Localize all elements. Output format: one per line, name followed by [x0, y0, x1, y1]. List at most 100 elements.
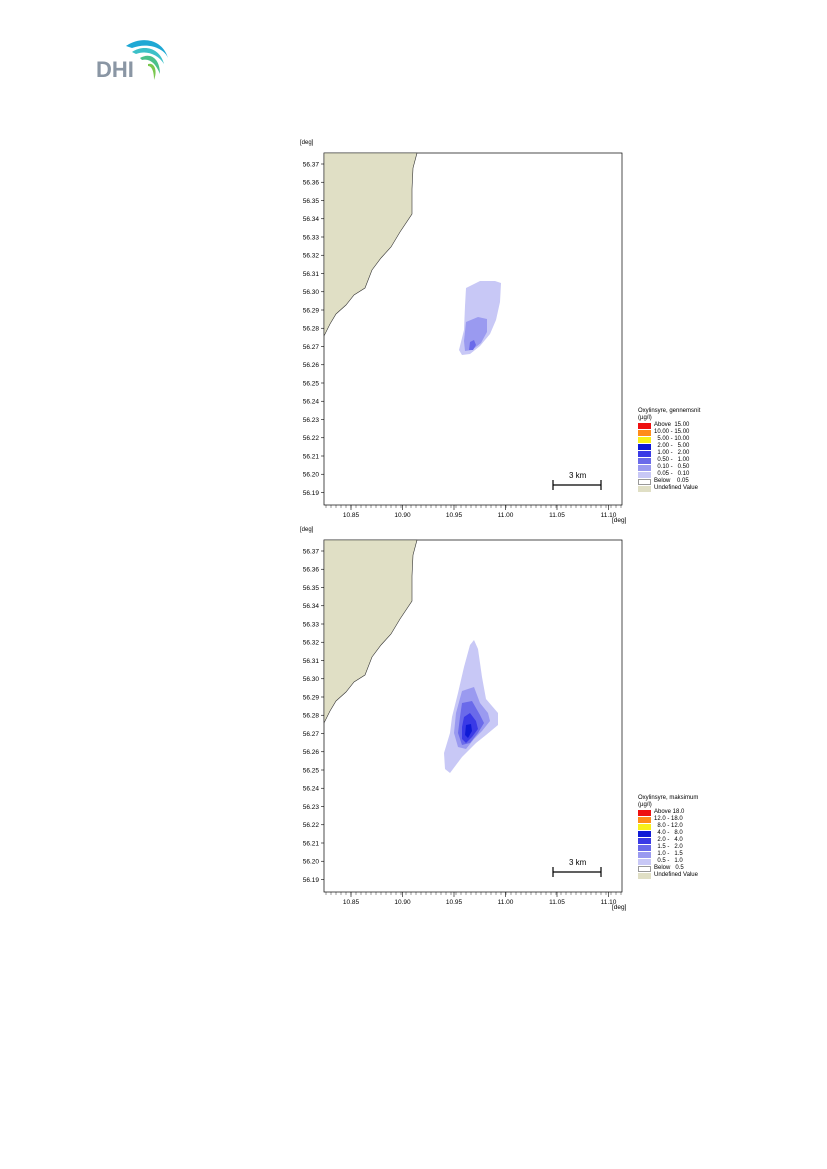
y-tick-label: 56.24 — [303, 399, 320, 406]
x-tick-label: 11.05 — [549, 512, 565, 519]
legend-swatch — [638, 430, 651, 436]
legend-label: Above 15.00 — [654, 422, 690, 428]
map-panel-maximum: [deg] 56.37 56.36 56.35 56.34 56.33 56.32 56.3… — [290, 527, 720, 912]
logo-text: DHI — [96, 57, 134, 82]
legend-label: Below 0.05 — [654, 478, 689, 484]
legend-swatch — [638, 859, 651, 865]
legend-item: 4.0 - 8.0 — [638, 830, 718, 837]
legend-swatch — [638, 437, 651, 443]
legend-label: Undefined Value — [654, 485, 698, 491]
legend-item: 12.0 - 18.0 — [638, 816, 718, 823]
y-tick-label: 56.34 — [303, 603, 320, 610]
legend-item: 1.0 - 1.5 — [638, 851, 718, 858]
legend-title: Oxylinsyre, gennemsnit — [638, 408, 701, 414]
legend-swatch — [638, 810, 651, 816]
x-axis: 10.85 10.90 10.95 11.00 11.05 11.10 — [343, 892, 617, 906]
legend-swatch — [638, 423, 651, 429]
legend-swatch — [638, 486, 651, 492]
y-tick-label: 56.28 — [303, 326, 320, 333]
legend-item: 10.00 - 15.00 — [638, 429, 718, 436]
y-tick-label: 56.25 — [303, 767, 320, 774]
y-tick-label: 56.30 — [303, 676, 320, 683]
x-tick-label: 10.95 — [446, 899, 463, 906]
legend-swatch — [638, 451, 651, 457]
legend-label: 12.0 - 18.0 — [654, 816, 683, 822]
y-axis: 56.37 56.36 56.35 56.34 56.33 56.32 56.31 56.30… — [303, 161, 324, 497]
x-axis-minor-ticks — [325, 505, 622, 508]
y-tick-label: 56.25 — [303, 380, 320, 387]
y-tick-label: 56.21 — [303, 840, 320, 847]
y-tick-label: 56.36 — [303, 180, 320, 187]
legend-item: 5.00 - 10.00 — [638, 436, 718, 443]
y-tick-label: 56.26 — [303, 749, 320, 756]
legend-average: Oxylinsyre, gennemsnit (µg/l) Above 15.0… — [638, 408, 718, 492]
x-tick-label: 10.85 — [343, 899, 360, 906]
legend-label: 1.00 - 2.00 — [654, 450, 690, 456]
legend-item: Below 0.5 — [638, 865, 718, 872]
y-tick-label: 56.21 — [303, 453, 320, 460]
legend-swatch — [638, 852, 651, 858]
y-tick-label: 56.22 — [303, 822, 320, 829]
dhi-logo-waves-icon — [126, 40, 168, 80]
x-axis-minor-ticks — [325, 892, 622, 895]
x-tick-label: 10.90 — [394, 899, 411, 906]
y-tick-label: 56.32 — [303, 253, 320, 260]
legend-label: 8.0 - 12.0 — [654, 823, 683, 829]
y-tick-label: 56.33 — [303, 234, 320, 241]
scale-bar: 3 km — [552, 471, 602, 490]
legend-swatch — [638, 465, 651, 471]
plume-contour-0.10 — [464, 317, 487, 351]
legend-swatch — [638, 831, 651, 837]
y-tick-label: 56.36 — [303, 567, 320, 574]
legend-label: 4.0 - 8.0 — [654, 830, 683, 836]
legend-swatch — [638, 479, 651, 485]
y-tick-label: 56.27 — [303, 344, 320, 351]
y-axis: 56.37 56.36 56.35 56.34 56.33 56.32 56.31 56.30… — [303, 548, 324, 884]
scale-bar: 3 km — [552, 858, 602, 877]
y-tick-label: 56.27 — [303, 731, 320, 738]
y-tick-label: 56.23 — [303, 417, 320, 424]
y-tick-label: 56.22 — [303, 435, 320, 442]
legend-item: 2.00 - 5.00 — [638, 443, 718, 450]
x-unit-label: [deg] — [612, 517, 627, 524]
y-tick-label: 56.30 — [303, 289, 320, 296]
legend-swatch — [638, 824, 651, 830]
legend-label: 0.05 - 0.10 — [654, 471, 690, 477]
x-axis: 10.85 10.90 10.95 11.00 11.05 11.10 — [343, 505, 617, 519]
legend-item: 8.0 - 12.0 — [638, 823, 718, 830]
x-tick-label: 10.95 — [446, 512, 463, 519]
x-unit-label: [deg] — [612, 904, 627, 911]
y-tick-label: 56.31 — [303, 271, 320, 278]
y-tick-label: 56.31 — [303, 658, 320, 665]
legend-label: 0.10 - 0.50 — [654, 464, 690, 470]
y-tick-label: 56.35 — [303, 585, 320, 592]
legend-item: 1.5 - 2.0 — [638, 844, 718, 851]
legend-swatch — [638, 873, 651, 879]
legend-label: 1.0 - 1.5 — [654, 851, 683, 857]
y-unit-label: [deg] — [300, 527, 314, 533]
x-tick-label: 11.10 — [601, 512, 617, 519]
map-panel-average: [deg] 56.37 56.36 56.35 56.34 56.33 56.32 56.3… — [290, 140, 720, 525]
legend-label: 2.00 - 5.00 — [654, 443, 690, 449]
legend-swatch — [638, 838, 651, 844]
y-tick-label: 56.19 — [303, 877, 320, 884]
legend-item: 1.00 - 2.00 — [638, 450, 718, 457]
legend-item: Below 0.05 — [638, 478, 718, 485]
legend-item: 0.50 - 1.00 — [638, 457, 718, 464]
map-plot-maximum: 56.37 56.36 56.35 56.34 56.33 56.32 56.31 56.30… — [303, 539, 627, 911]
x-tick-label: 10.90 — [394, 512, 411, 519]
y-tick-label: 56.29 — [303, 694, 320, 701]
legend-item: Above 15.00 — [638, 422, 718, 429]
legend-label: Undefined Value — [654, 872, 698, 878]
x-tick-label: 11.00 — [498, 512, 514, 519]
y-tick-label: 56.28 — [303, 713, 320, 720]
y-tick-label: 56.20 — [303, 859, 320, 866]
legend-label: 5.00 - 10.00 — [654, 436, 690, 442]
x-tick-label: 10.85 — [343, 512, 360, 519]
dhi-logo: DHI — [96, 36, 176, 84]
x-tick-label: 11.05 — [549, 899, 565, 906]
y-unit-label: [deg] — [300, 140, 314, 146]
scale-bar-label: 3 km — [569, 858, 587, 867]
coastline-land — [323, 152, 418, 337]
coastline-land — [323, 539, 418, 724]
